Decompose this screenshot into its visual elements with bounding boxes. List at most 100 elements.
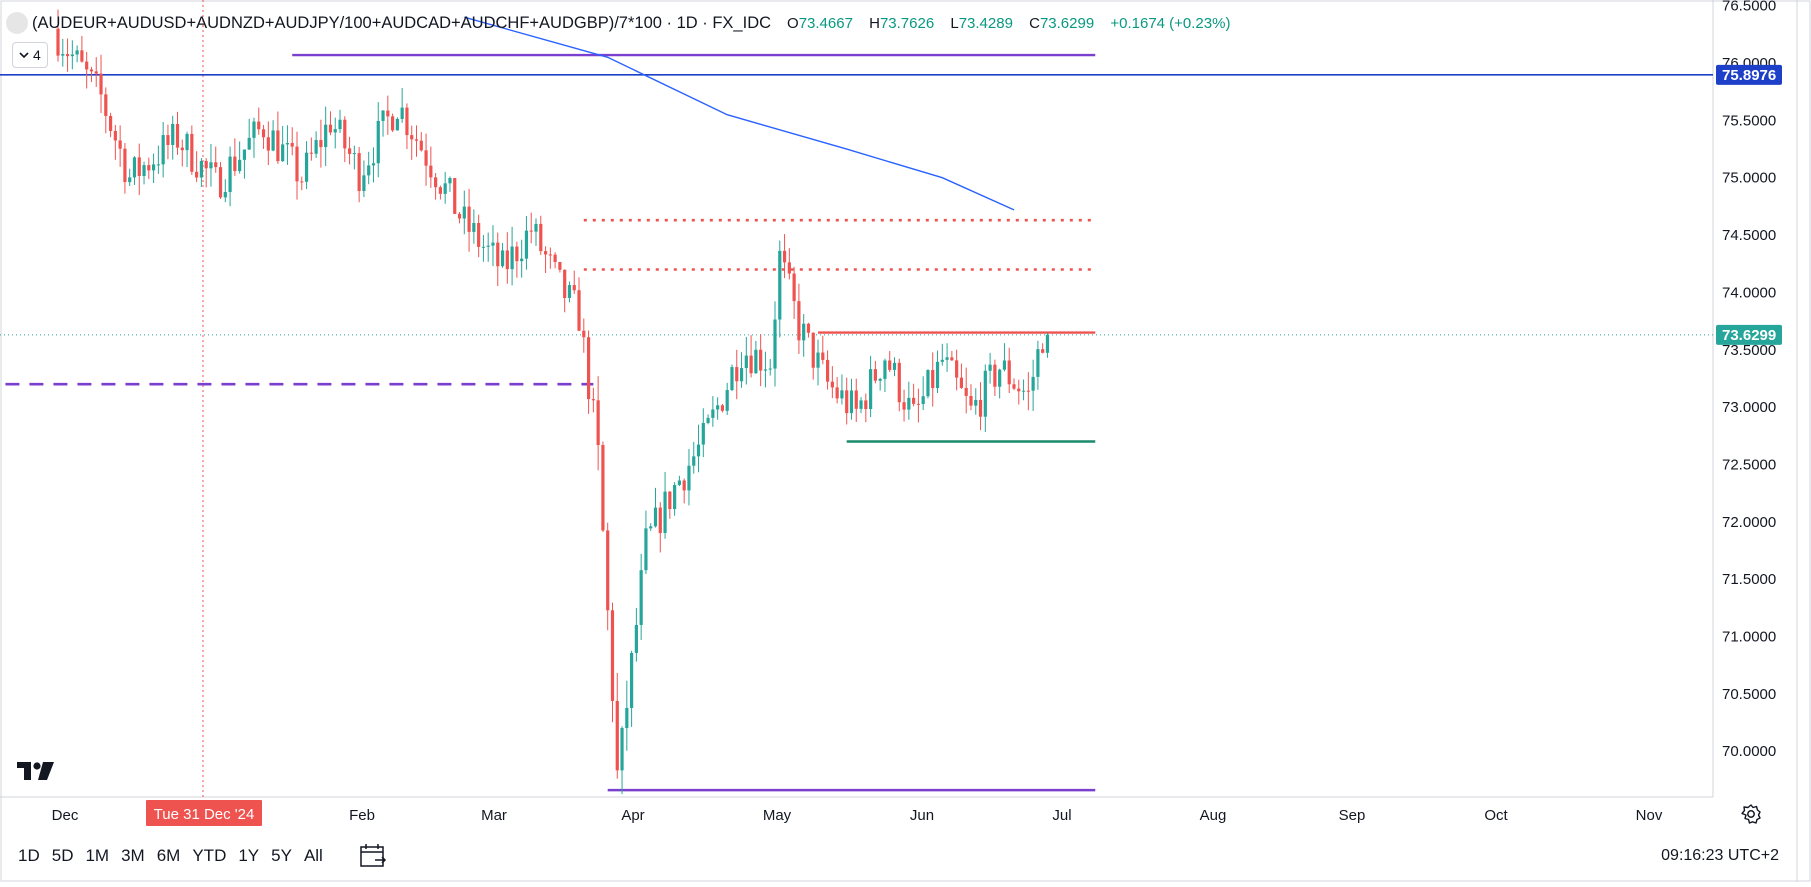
- x-tick-label: Dec: [52, 807, 79, 824]
- symbol-title[interactable]: (AUDEUR+AUDUSD+AUDNZD+AUDJPY/100+AUDCAD+…: [32, 13, 772, 32]
- range-ytd-button[interactable]: YTD: [192, 846, 227, 865]
- candle-body: [931, 370, 935, 389]
- candle-body: [238, 159, 242, 172]
- y-tick-label: 75.5000: [1722, 112, 1776, 129]
- candle-body: [524, 230, 529, 259]
- candle-body: [873, 369, 877, 381]
- candle-body: [132, 157, 137, 178]
- candle-body: [481, 246, 486, 248]
- candle-body: [156, 164, 160, 166]
- ohlc-values: O73.4667 H73.7626 L73.4289 C73.6299 +0.1…: [787, 15, 1230, 32]
- y-tick-label: 74.5000: [1722, 227, 1776, 244]
- y-tick-label: 71.5000: [1722, 571, 1776, 588]
- candle-body: [1036, 349, 1040, 377]
- candle-body: [754, 349, 758, 374]
- candle-body: [759, 349, 763, 371]
- candle-body: [290, 143, 294, 147]
- range-all-button[interactable]: All: [303, 846, 323, 865]
- candle-body: [916, 403, 920, 405]
- candle-body: [806, 323, 811, 333]
- x-tick-label: Sep: [1339, 807, 1366, 824]
- low-label: L: [950, 14, 959, 32]
- candle-body: [324, 124, 328, 148]
- open-value: 73.4667: [798, 14, 853, 32]
- axes-layer: 76.500076.000075.500075.000074.500074.00…: [52, 0, 1782, 826]
- candle-body: [864, 400, 868, 410]
- candle-body: [749, 355, 753, 374]
- clock-timezone[interactable]: 09:16:23 UTC+2: [1661, 847, 1779, 864]
- candle-body: [577, 290, 581, 331]
- candle-body: [768, 368, 772, 370]
- candle-body: [673, 484, 677, 510]
- x-tick-label: Feb: [349, 807, 375, 824]
- candle-body: [486, 245, 490, 247]
- indicators-collapse-button[interactable]: 4: [12, 42, 48, 68]
- candle-body: [787, 262, 791, 274]
- candle-body: [233, 156, 237, 172]
- close-label: C: [1029, 14, 1040, 32]
- level-price-label: 75.8976: [1722, 67, 1776, 84]
- gear-icon[interactable]: [1739, 802, 1763, 826]
- candle-body: [89, 69, 94, 72]
- range-3m-button[interactable]: 3M: [121, 846, 145, 865]
- y-tick-label: 71.0000: [1722, 628, 1776, 645]
- candle-body: [601, 445, 605, 531]
- candle-body: [161, 135, 165, 165]
- candle-body: [94, 71, 98, 74]
- range-1m-button[interactable]: 1M: [85, 846, 110, 865]
- indicators-count: 4: [33, 47, 41, 63]
- candle-body: [730, 367, 734, 391]
- y-tick-label: 70.0000: [1722, 743, 1776, 760]
- candle-body: [467, 206, 471, 232]
- candle-body: [500, 250, 505, 267]
- range-5d-button[interactable]: 5D: [51, 846, 74, 865]
- candle-body: [716, 405, 720, 410]
- candle-body: [367, 165, 371, 176]
- candle-body: [113, 130, 117, 141]
- candle-body: [309, 152, 313, 154]
- candle-body: [434, 177, 438, 188]
- range-6m-button[interactable]: 6M: [156, 846, 181, 865]
- candle-body: [1031, 376, 1035, 391]
- y-tick-label: 70.5000: [1722, 686, 1776, 703]
- last-price-badge: [1716, 324, 1782, 345]
- candle-body: [108, 115, 113, 131]
- level-price-badge: [1716, 64, 1782, 85]
- candle-body: [147, 165, 151, 171]
- candle-body: [56, 28, 60, 56]
- candle-body: [70, 54, 74, 57]
- candle-body: [964, 387, 968, 396]
- candle-body: [424, 150, 428, 166]
- candle-body: [782, 250, 787, 263]
- candle-body: [558, 261, 562, 270]
- calendar-goto-icon[interactable]: [359, 843, 387, 869]
- range-1d-button[interactable]: 1D: [18, 846, 40, 865]
- candle-body: [257, 121, 261, 130]
- symbol-legend: (AUDEUR+AUDUSD+AUDNZD+AUDJPY/100+AUDCAD+…: [0, 10, 1230, 36]
- candle-body: [959, 377, 964, 388]
- candle-body: [620, 728, 624, 771]
- candle-body: [610, 610, 615, 701]
- candle-body: [811, 332, 815, 368]
- candle-body: [405, 107, 409, 136]
- range-1y-button[interactable]: 1Y: [238, 846, 260, 865]
- chevron-down-icon: [19, 52, 29, 59]
- candle-body: [639, 570, 643, 625]
- range-5y-button[interactable]: 5Y: [271, 846, 292, 865]
- candle-body: [902, 402, 906, 410]
- candle-body: [218, 167, 223, 198]
- candle-body: [505, 250, 509, 270]
- candle-body: [328, 124, 333, 133]
- candle-body: [362, 175, 366, 192]
- candle-body: [314, 140, 318, 154]
- candle-body: [692, 456, 696, 466]
- candle-body: [477, 223, 481, 247]
- candle-body: [1017, 388, 1021, 392]
- candle-body: [921, 396, 925, 405]
- drawings-layer[interactable]: [0, 53, 1713, 792]
- x-tick-label: Apr: [621, 807, 644, 824]
- candle-body: [596, 400, 600, 446]
- candle-body: [978, 399, 983, 417]
